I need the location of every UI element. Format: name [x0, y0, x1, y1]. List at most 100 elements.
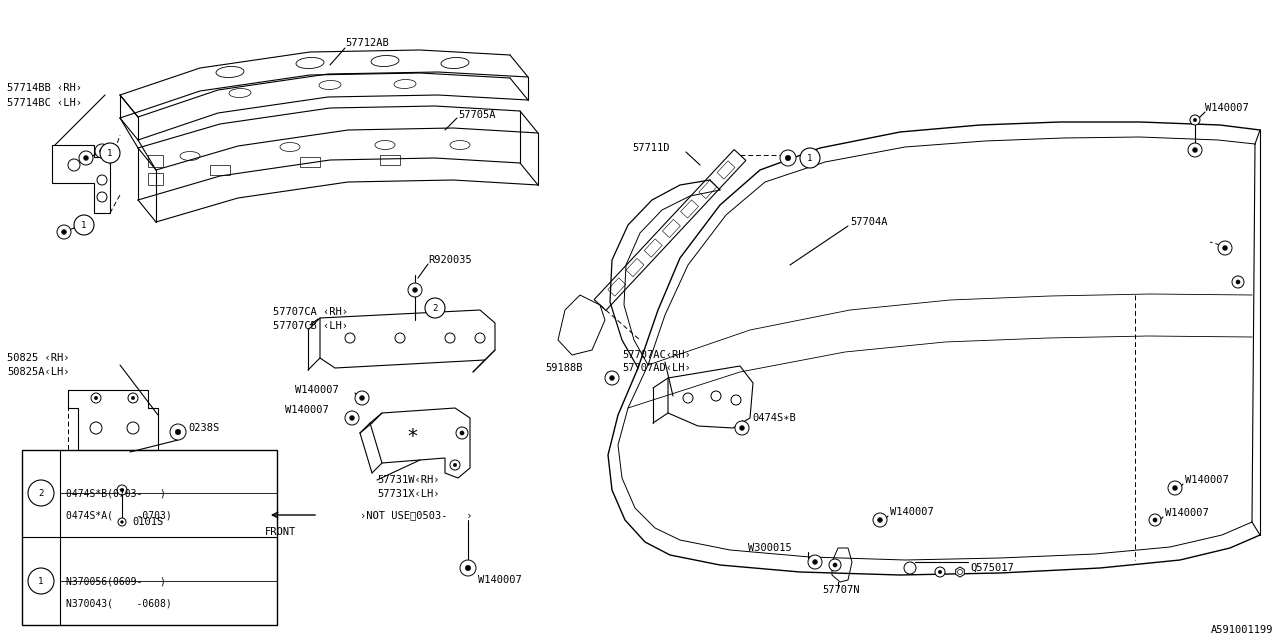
Circle shape — [808, 555, 822, 569]
Circle shape — [346, 411, 358, 425]
Text: 57707AC‹RH›: 57707AC‹RH› — [622, 350, 691, 360]
Text: W140007: W140007 — [1185, 475, 1229, 485]
Bar — [148, 155, 163, 167]
Circle shape — [120, 520, 123, 524]
Text: 57707N: 57707N — [822, 585, 859, 595]
Circle shape — [780, 150, 796, 166]
Text: W140007: W140007 — [1204, 103, 1249, 113]
Text: 0474S*A(    -0703): 0474S*A( -0703) — [67, 510, 172, 520]
Circle shape — [731, 395, 741, 405]
Bar — [210, 165, 230, 175]
Circle shape — [1236, 280, 1240, 284]
Circle shape — [740, 426, 745, 431]
Circle shape — [349, 415, 355, 420]
Text: 57705A: 57705A — [458, 110, 495, 120]
Text: A591001199: A591001199 — [1211, 625, 1274, 635]
Circle shape — [445, 333, 454, 343]
Circle shape — [465, 565, 471, 571]
Circle shape — [785, 156, 791, 161]
Circle shape — [58, 225, 70, 239]
Text: W300015: W300015 — [748, 543, 792, 553]
Circle shape — [396, 333, 404, 343]
Circle shape — [1149, 514, 1161, 526]
Bar — [300, 157, 320, 167]
Circle shape — [813, 559, 818, 564]
Circle shape — [83, 156, 88, 161]
Text: W140007: W140007 — [294, 385, 339, 395]
Circle shape — [355, 391, 369, 405]
Text: 57707CA ‹RH›: 57707CA ‹RH› — [273, 307, 348, 317]
Text: 57731X‹LH›: 57731X‹LH› — [378, 489, 439, 499]
Text: 1: 1 — [82, 221, 87, 230]
Text: 57714BC ‹LH›: 57714BC ‹LH› — [6, 98, 82, 108]
Circle shape — [475, 333, 485, 343]
Circle shape — [28, 480, 54, 506]
Bar — [380, 155, 401, 165]
Bar — [148, 173, 163, 185]
Circle shape — [1222, 246, 1228, 250]
Circle shape — [360, 396, 365, 401]
Text: Q575017: Q575017 — [970, 563, 1014, 573]
Circle shape — [120, 488, 124, 492]
Circle shape — [684, 393, 692, 403]
Text: 0474S∗B: 0474S∗B — [753, 413, 796, 423]
Circle shape — [833, 563, 837, 567]
Circle shape — [1172, 486, 1178, 490]
Circle shape — [412, 287, 417, 292]
Text: 57707CB ‹LH›: 57707CB ‹LH› — [273, 321, 348, 331]
Circle shape — [28, 568, 54, 594]
Text: 1: 1 — [38, 577, 44, 586]
Circle shape — [97, 175, 108, 185]
Text: 2: 2 — [433, 303, 438, 312]
Circle shape — [1169, 481, 1181, 495]
Circle shape — [1153, 518, 1157, 522]
Text: W140007: W140007 — [285, 405, 329, 415]
Text: 57712AB: 57712AB — [346, 38, 389, 48]
Circle shape — [800, 148, 820, 168]
Circle shape — [408, 283, 422, 297]
Text: W140007: W140007 — [890, 507, 933, 517]
Text: 57707AD‹LH›: 57707AD‹LH› — [622, 363, 691, 373]
Circle shape — [1231, 276, 1244, 288]
Text: ›NOT USE‸0503-   ›: ›NOT USE‸0503- › — [360, 510, 472, 520]
Circle shape — [735, 421, 749, 435]
Text: 57711D: 57711D — [632, 143, 669, 153]
Circle shape — [938, 570, 942, 573]
Circle shape — [90, 422, 102, 434]
Text: 1: 1 — [108, 148, 113, 157]
Circle shape — [100, 143, 120, 163]
Circle shape — [425, 298, 445, 318]
Circle shape — [453, 463, 457, 467]
Circle shape — [74, 215, 93, 235]
Circle shape — [456, 427, 468, 439]
Circle shape — [605, 371, 620, 385]
Text: R920035: R920035 — [428, 255, 472, 265]
Circle shape — [829, 559, 841, 571]
Circle shape — [609, 376, 614, 380]
Circle shape — [934, 567, 945, 577]
Circle shape — [95, 396, 97, 400]
Circle shape — [1193, 118, 1197, 122]
Circle shape — [61, 230, 67, 234]
Text: N370043(    -0608): N370043( -0608) — [67, 598, 172, 608]
Circle shape — [460, 560, 476, 576]
Circle shape — [170, 424, 186, 440]
Text: 0238S: 0238S — [188, 423, 219, 433]
Circle shape — [175, 429, 180, 435]
Circle shape — [1188, 143, 1202, 157]
Text: 57714BB ‹RH›: 57714BB ‹RH› — [6, 83, 82, 93]
Circle shape — [118, 518, 125, 526]
Text: FRONT: FRONT — [265, 527, 296, 537]
Text: 50825 ‹RH›: 50825 ‹RH› — [6, 353, 69, 363]
Circle shape — [1219, 241, 1231, 255]
Circle shape — [97, 192, 108, 202]
Circle shape — [128, 393, 138, 403]
Circle shape — [878, 518, 882, 522]
Text: 50825A‹LH›: 50825A‹LH› — [6, 367, 69, 377]
Text: 2: 2 — [38, 488, 44, 497]
Text: 57731W‹RH›: 57731W‹RH› — [378, 475, 439, 485]
Bar — [22, 450, 276, 625]
Circle shape — [460, 431, 465, 435]
Circle shape — [132, 396, 134, 400]
Text: 1: 1 — [808, 154, 813, 163]
